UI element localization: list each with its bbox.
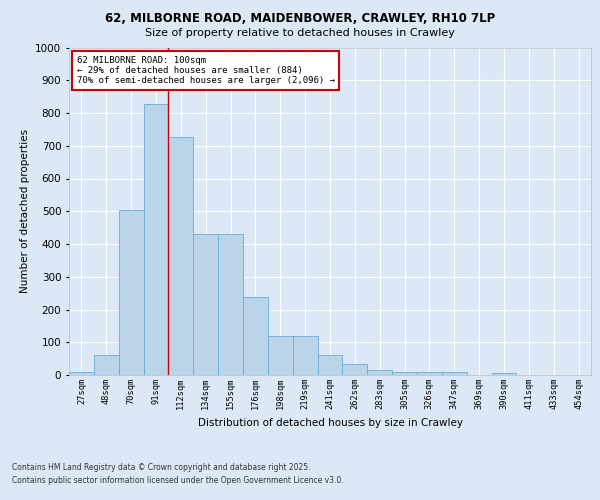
Bar (491, 374, 517, 375)
Bar (343, 364, 367, 375)
X-axis label: Distribution of detached houses by size in Crawley: Distribution of detached houses by size … (197, 418, 463, 428)
Bar (442, 372, 467, 375)
Bar (243, 297, 268, 375)
Bar (169, 136, 193, 375)
Text: Contains public sector information licensed under the Open Government Licence v3: Contains public sector information licen… (12, 476, 344, 485)
Text: 62, MILBORNE ROAD, MAIDENBOWER, CRAWLEY, RH10 7LP: 62, MILBORNE ROAD, MAIDENBOWER, CRAWLEY,… (105, 12, 495, 26)
Bar (193, 234, 218, 375)
Y-axis label: Number of detached properties: Number of detached properties (20, 129, 29, 294)
Bar (119, 210, 143, 375)
Bar (417, 372, 442, 375)
Bar (293, 336, 317, 375)
Text: Size of property relative to detached houses in Crawley: Size of property relative to detached ho… (145, 28, 455, 38)
Text: 62 MILBORNE ROAD: 100sqm
← 29% of detached houses are smaller (884)
70% of semi-: 62 MILBORNE ROAD: 100sqm ← 29% of detach… (77, 56, 335, 86)
Bar (218, 234, 243, 375)
Text: Contains HM Land Registry data © Crown copyright and database right 2025.: Contains HM Land Registry data © Crown c… (12, 462, 311, 471)
Bar (317, 356, 343, 375)
Bar (69, 372, 94, 375)
Bar (367, 370, 392, 375)
Bar (392, 372, 417, 375)
Bar (94, 354, 119, 375)
Bar (143, 104, 169, 375)
Bar (268, 336, 293, 375)
